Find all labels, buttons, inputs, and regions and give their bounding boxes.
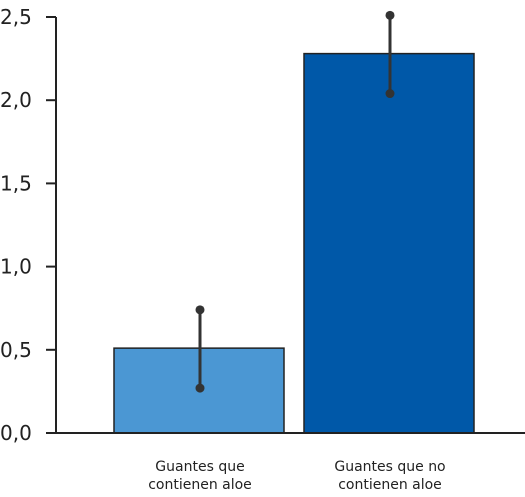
error-bar-cap-high — [195, 305, 205, 315]
y-tick-label: 0,0 — [0, 421, 32, 445]
error-bar-cap-low — [385, 89, 395, 99]
x-axis-labels: Guantes que contienen aloe Guantes que no c… — [148, 459, 445, 493]
bars-group — [113, 52, 475, 434]
error-bars-group — [195, 10, 395, 393]
y-tick-label: 0,5 — [0, 338, 32, 362]
bar — [303, 52, 475, 434]
y-tick-label: 2,5 — [0, 5, 32, 29]
x-category-label: Guantes que contienen aloe — [148, 459, 252, 493]
y-axis-ticks: 0,0 0,5 1,0 1,5 2,0 2,5 — [0, 5, 56, 445]
error-bar-cap-low — [195, 383, 205, 393]
y-tick-label: 1,0 — [0, 255, 32, 279]
x-category-label: Guantes que no contienen aloe — [334, 459, 445, 493]
error-bar-cap-high — [385, 10, 395, 20]
y-tick-label: 1,5 — [0, 171, 32, 195]
y-tick-label: 2,0 — [0, 88, 32, 112]
